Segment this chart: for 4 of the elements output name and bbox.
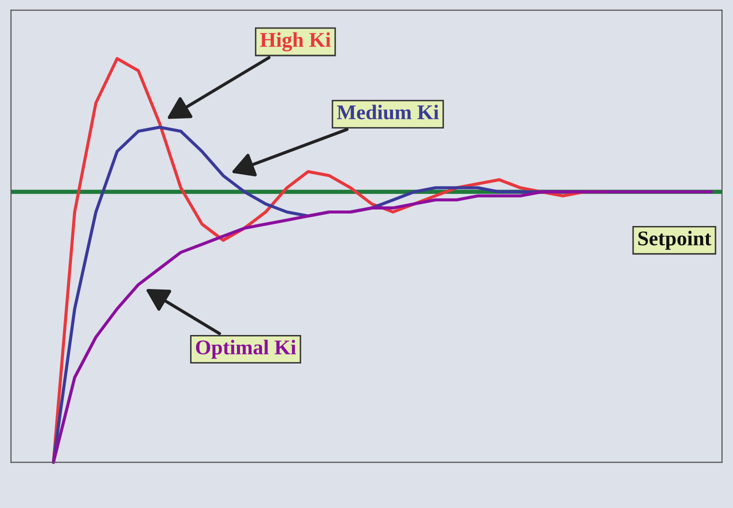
ref-line-label: Setpoint	[638, 230, 712, 250]
text: Optimal Ki	[196, 340, 296, 359]
text: High Ki	[260, 32, 331, 52]
text: Medium Ki	[336, 104, 439, 120]
